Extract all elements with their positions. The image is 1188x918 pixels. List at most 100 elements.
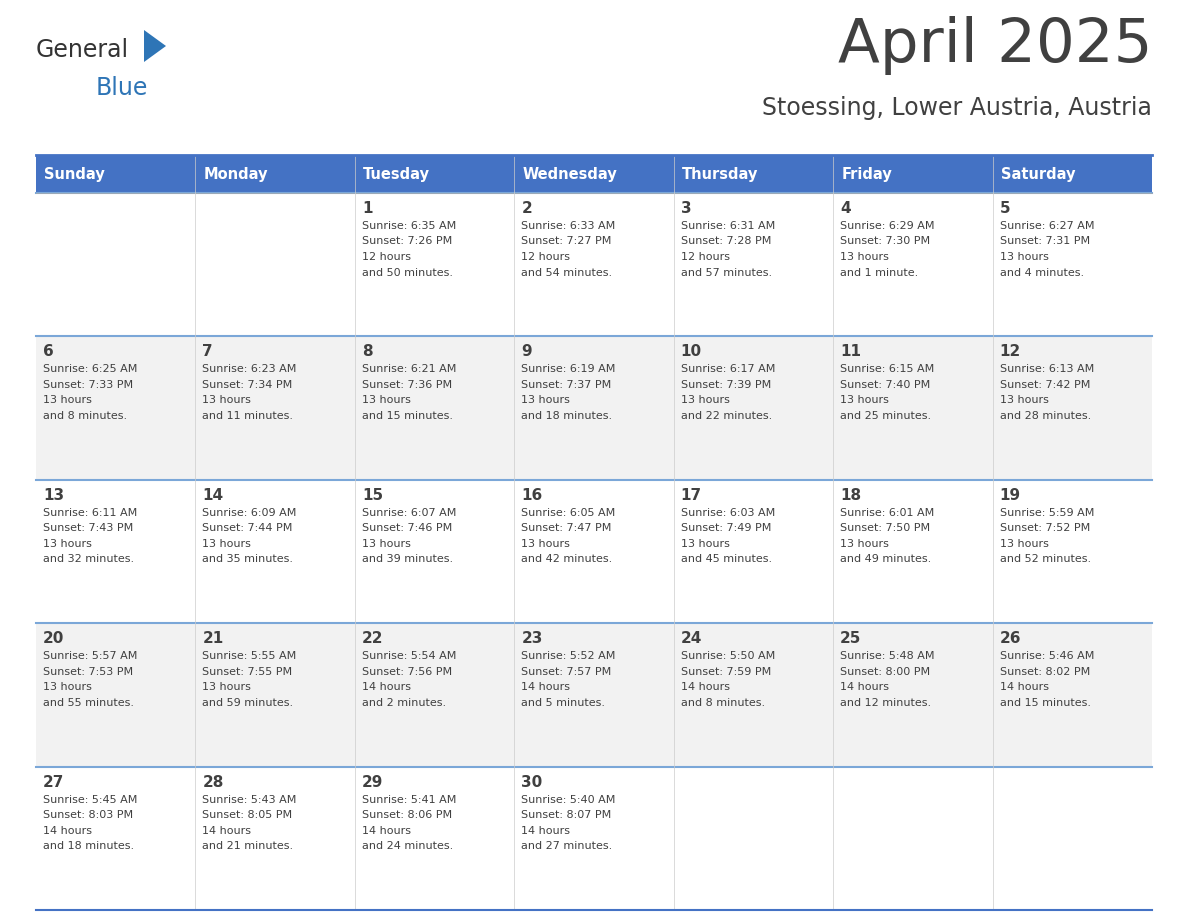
Text: 27: 27 [43, 775, 64, 789]
Bar [36, 155, 196, 193]
Text: Sunrise: 6:29 AM: Sunrise: 6:29 AM [840, 221, 935, 231]
Bar [514, 336, 674, 480]
Text: 2: 2 [522, 201, 532, 216]
Text: and 15 minutes.: and 15 minutes. [999, 698, 1091, 708]
Text: 14 hours: 14 hours [522, 825, 570, 835]
Bar [36, 767, 196, 910]
Text: 13 hours: 13 hours [362, 396, 411, 406]
Text: 20: 20 [43, 632, 64, 646]
Text: 6: 6 [43, 344, 53, 360]
Text: 14 hours: 14 hours [840, 682, 889, 692]
Text: 12 hours: 12 hours [362, 252, 411, 262]
Bar [514, 193, 674, 336]
Text: Sunset: 7:55 PM: Sunset: 7:55 PM [202, 666, 292, 677]
Text: and 5 minutes.: and 5 minutes. [522, 698, 605, 708]
Bar [833, 623, 992, 767]
Text: 10: 10 [681, 344, 702, 360]
Text: Sunset: 7:40 PM: Sunset: 7:40 PM [840, 380, 930, 390]
Text: and 18 minutes.: and 18 minutes. [522, 411, 612, 420]
Text: 13 hours: 13 hours [840, 252, 889, 262]
Bar [992, 193, 1152, 336]
Text: 13 hours: 13 hours [681, 396, 729, 406]
Text: 3: 3 [681, 201, 691, 216]
Text: Sunrise: 6:25 AM: Sunrise: 6:25 AM [43, 364, 138, 375]
Text: 25: 25 [840, 632, 861, 646]
Text: 13 hours: 13 hours [202, 682, 252, 692]
Text: 14 hours: 14 hours [522, 682, 570, 692]
Text: Sunset: 7:39 PM: Sunset: 7:39 PM [681, 380, 771, 390]
Text: 13 hours: 13 hours [522, 396, 570, 406]
Text: Sunrise: 5:48 AM: Sunrise: 5:48 AM [840, 651, 935, 661]
Bar [196, 480, 355, 623]
Text: Sunrise: 6:09 AM: Sunrise: 6:09 AM [202, 508, 297, 518]
Text: 22: 22 [362, 632, 384, 646]
Text: Sunset: 7:28 PM: Sunset: 7:28 PM [681, 237, 771, 247]
Text: and 21 minutes.: and 21 minutes. [202, 841, 293, 851]
Text: and 11 minutes.: and 11 minutes. [202, 411, 293, 420]
Text: Sunrise: 5:55 AM: Sunrise: 5:55 AM [202, 651, 297, 661]
Text: and 4 minutes.: and 4 minutes. [999, 267, 1083, 277]
Text: April 2025: April 2025 [838, 16, 1152, 75]
Text: Sunset: 7:34 PM: Sunset: 7:34 PM [202, 380, 292, 390]
Text: Sunset: 7:53 PM: Sunset: 7:53 PM [43, 666, 133, 677]
Text: 4: 4 [840, 201, 851, 216]
Text: 16: 16 [522, 487, 543, 503]
Text: Sunrise: 6:11 AM: Sunrise: 6:11 AM [43, 508, 138, 518]
Bar [674, 623, 833, 767]
Text: 15: 15 [362, 487, 383, 503]
Text: General: General [36, 38, 129, 62]
Text: Sunset: 8:02 PM: Sunset: 8:02 PM [999, 666, 1089, 677]
Text: Monday: Monday [203, 166, 268, 182]
Text: 13 hours: 13 hours [522, 539, 570, 549]
Text: Sunset: 7:42 PM: Sunset: 7:42 PM [999, 380, 1089, 390]
Text: Sunrise: 6:01 AM: Sunrise: 6:01 AM [840, 508, 935, 518]
Text: 14 hours: 14 hours [362, 825, 411, 835]
Text: Sunset: 7:57 PM: Sunset: 7:57 PM [522, 666, 612, 677]
Text: and 28 minutes.: and 28 minutes. [999, 411, 1091, 420]
Text: 9: 9 [522, 344, 532, 360]
Text: 13 hours: 13 hours [202, 539, 252, 549]
Text: Sunset: 8:03 PM: Sunset: 8:03 PM [43, 810, 133, 820]
Text: 13: 13 [43, 487, 64, 503]
Text: 14 hours: 14 hours [999, 682, 1049, 692]
Text: Sunrise: 5:52 AM: Sunrise: 5:52 AM [522, 651, 615, 661]
Bar [514, 480, 674, 623]
Text: 13 hours: 13 hours [202, 396, 252, 406]
Bar [674, 336, 833, 480]
Text: 14 hours: 14 hours [362, 682, 411, 692]
Bar [196, 336, 355, 480]
Bar [355, 336, 514, 480]
Text: 18: 18 [840, 487, 861, 503]
Bar [833, 193, 992, 336]
Bar [355, 623, 514, 767]
Bar [992, 480, 1152, 623]
Bar [992, 623, 1152, 767]
Bar [674, 767, 833, 910]
Text: and 42 minutes.: and 42 minutes. [522, 554, 613, 565]
Bar [355, 193, 514, 336]
Text: 7: 7 [202, 344, 213, 360]
Text: 13 hours: 13 hours [681, 539, 729, 549]
Text: 14 hours: 14 hours [43, 825, 91, 835]
Text: Sunset: 7:56 PM: Sunset: 7:56 PM [362, 666, 451, 677]
Text: and 54 minutes.: and 54 minutes. [522, 267, 612, 277]
Text: 24: 24 [681, 632, 702, 646]
Text: and 8 minutes.: and 8 minutes. [43, 411, 127, 420]
Bar [514, 767, 674, 910]
Text: 14 hours: 14 hours [202, 825, 252, 835]
Text: Sunset: 8:06 PM: Sunset: 8:06 PM [362, 810, 451, 820]
Text: Sunrise: 6:33 AM: Sunrise: 6:33 AM [522, 221, 615, 231]
Text: 14 hours: 14 hours [681, 682, 729, 692]
Text: Sunrise: 6:07 AM: Sunrise: 6:07 AM [362, 508, 456, 518]
Text: Sunrise: 6:13 AM: Sunrise: 6:13 AM [999, 364, 1094, 375]
Bar [196, 623, 355, 767]
Text: Sunset: 7:26 PM: Sunset: 7:26 PM [362, 237, 453, 247]
Text: Thursday: Thursday [682, 166, 758, 182]
Text: Sunset: 7:43 PM: Sunset: 7:43 PM [43, 523, 133, 533]
Text: 13 hours: 13 hours [43, 682, 91, 692]
Text: and 32 minutes.: and 32 minutes. [43, 554, 134, 565]
Bar [992, 336, 1152, 480]
Bar [36, 623, 196, 767]
Text: Sunset: 7:33 PM: Sunset: 7:33 PM [43, 380, 133, 390]
Text: 13 hours: 13 hours [999, 252, 1049, 262]
